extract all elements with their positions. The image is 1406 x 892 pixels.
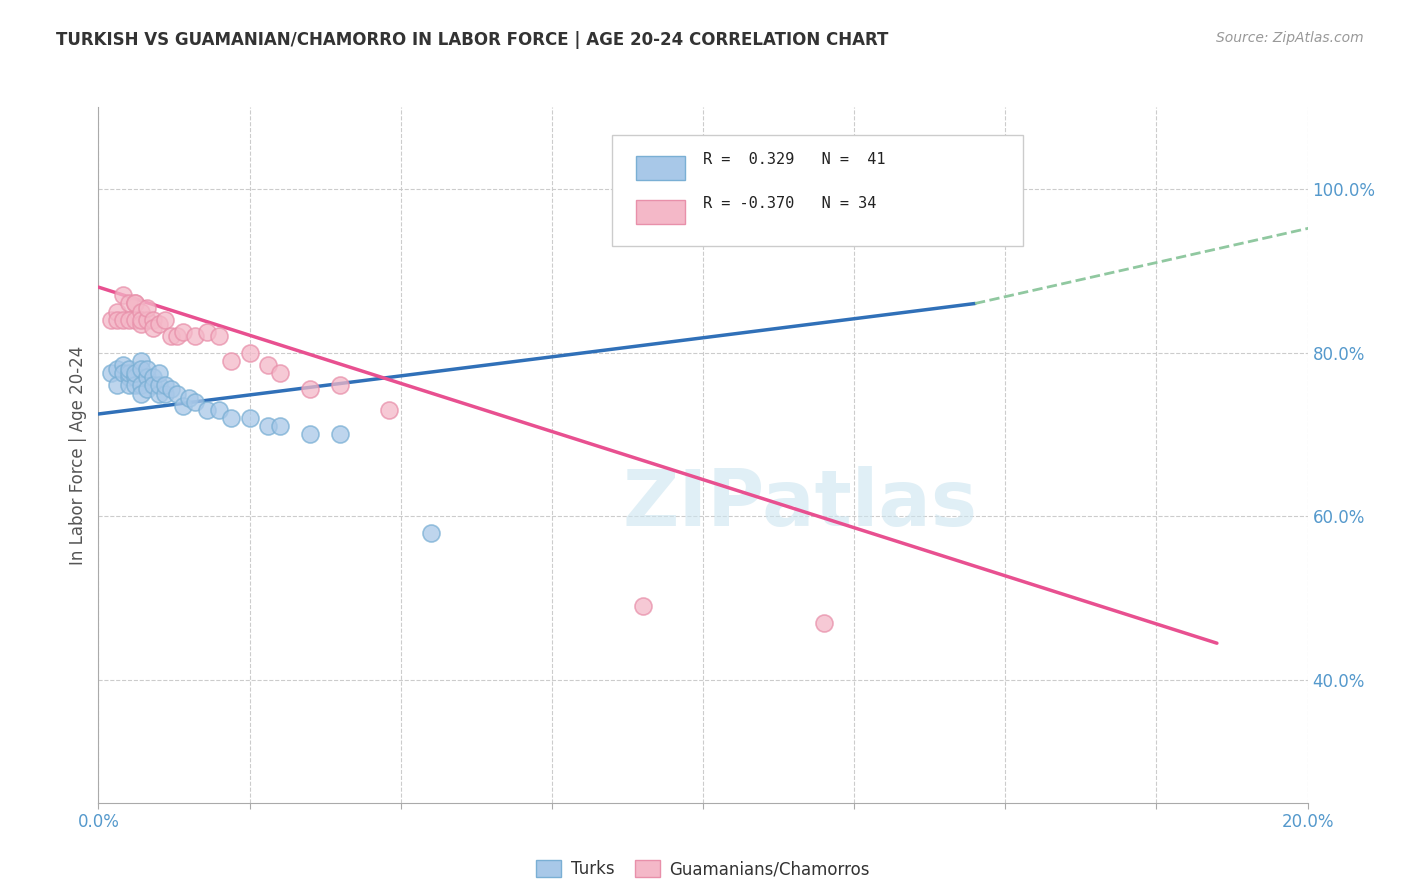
- Text: Source: ZipAtlas.com: Source: ZipAtlas.com: [1216, 31, 1364, 45]
- Point: [221, 353, 243, 368]
- Legend: Turks, Guamanians/Chamorros: Turks, Guamanians/Chamorros: [529, 854, 877, 885]
- Point: [239, 411, 262, 425]
- Point: [299, 383, 322, 397]
- Point: [135, 301, 157, 315]
- Point: [129, 304, 152, 318]
- Point: [124, 296, 146, 310]
- Point: [148, 386, 170, 401]
- Point: [269, 419, 291, 434]
- Point: [166, 386, 188, 401]
- Point: [208, 329, 231, 343]
- Point: [129, 386, 152, 401]
- Text: ZIPatlas: ZIPatlas: [623, 466, 977, 541]
- Point: [124, 296, 146, 310]
- Point: [813, 615, 835, 630]
- Point: [142, 321, 165, 335]
- Point: [135, 370, 157, 384]
- Point: [184, 394, 207, 409]
- Point: [142, 370, 165, 384]
- Point: [256, 419, 278, 434]
- Point: [142, 313, 165, 327]
- FancyBboxPatch shape: [613, 135, 1024, 246]
- Point: [135, 362, 157, 376]
- Point: [160, 383, 183, 397]
- Point: [100, 313, 122, 327]
- Y-axis label: In Labor Force | Age 20-24: In Labor Force | Age 20-24: [69, 345, 87, 565]
- Point: [148, 366, 170, 380]
- Point: [118, 313, 141, 327]
- Point: [269, 366, 291, 380]
- Point: [179, 391, 201, 405]
- Point: [111, 366, 134, 380]
- Point: [329, 378, 352, 392]
- Point: [129, 313, 152, 327]
- Point: [148, 378, 170, 392]
- Point: [153, 313, 176, 327]
- FancyBboxPatch shape: [637, 200, 685, 224]
- Point: [111, 313, 134, 327]
- Point: [129, 362, 152, 376]
- Point: [100, 366, 122, 380]
- Point: [195, 403, 218, 417]
- Point: [813, 182, 835, 196]
- Text: TURKISH VS GUAMANIAN/CHAMORRO IN LABOR FORCE | AGE 20-24 CORRELATION CHART: TURKISH VS GUAMANIAN/CHAMORRO IN LABOR F…: [56, 31, 889, 49]
- Point: [160, 329, 183, 343]
- Point: [129, 353, 152, 368]
- Text: R =  0.329   N =  41: R = 0.329 N = 41: [703, 152, 886, 167]
- Point: [377, 403, 399, 417]
- Point: [105, 362, 128, 376]
- Point: [118, 296, 141, 310]
- Point: [111, 358, 134, 372]
- Point: [148, 317, 170, 331]
- Point: [124, 378, 146, 392]
- Point: [184, 329, 207, 343]
- Text: R = -0.370   N = 34: R = -0.370 N = 34: [703, 195, 876, 211]
- Point: [420, 525, 443, 540]
- Point: [195, 325, 218, 339]
- Point: [118, 366, 141, 380]
- Point: [153, 386, 176, 401]
- FancyBboxPatch shape: [637, 156, 685, 180]
- Point: [172, 325, 194, 339]
- Point: [239, 345, 262, 359]
- Point: [129, 317, 152, 331]
- Point: [329, 427, 352, 442]
- Point: [105, 304, 128, 318]
- Point: [118, 362, 141, 376]
- Point: [111, 288, 134, 302]
- Point: [124, 370, 146, 384]
- Point: [256, 358, 278, 372]
- Point: [153, 378, 176, 392]
- Point: [105, 378, 128, 392]
- Point: [118, 378, 141, 392]
- Point: [118, 370, 141, 384]
- Point: [129, 378, 152, 392]
- Point: [299, 427, 322, 442]
- Point: [208, 403, 231, 417]
- Point: [166, 329, 188, 343]
- Point: [135, 313, 157, 327]
- Point: [124, 366, 146, 380]
- Point: [142, 378, 165, 392]
- Point: [221, 411, 243, 425]
- Point: [631, 599, 654, 614]
- Point: [172, 399, 194, 413]
- Point: [124, 313, 146, 327]
- Point: [135, 383, 157, 397]
- Point: [105, 313, 128, 327]
